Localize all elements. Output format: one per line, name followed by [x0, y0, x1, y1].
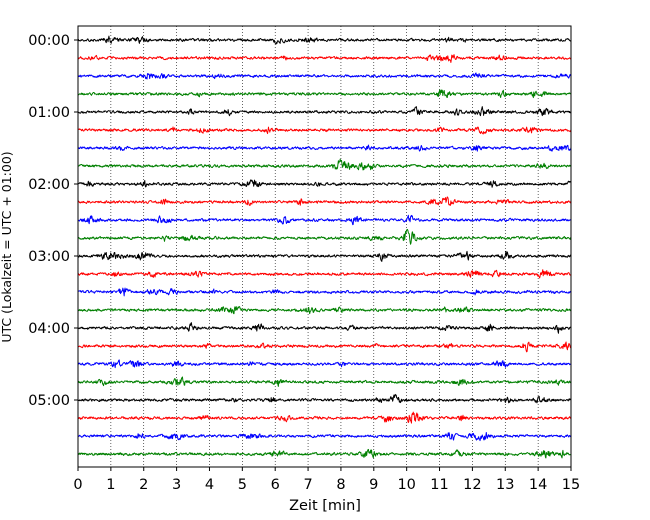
- trace-line: [77, 228, 572, 245]
- y-tick-label: 04:00: [28, 321, 70, 337]
- trace-line: [77, 89, 572, 99]
- x-tick-label: 8: [336, 477, 345, 493]
- trace-line: [77, 144, 572, 152]
- trace-line: [77, 306, 572, 315]
- trace-line: [77, 72, 572, 80]
- trace-line: [77, 393, 572, 404]
- trace-line: [77, 54, 572, 63]
- x-tick-label: 7: [303, 477, 312, 493]
- x-axis: 0 1 2 3 4 5 6 7 8 9 10 11 12 13 14 15: [73, 467, 580, 493]
- trace-line: [77, 35, 572, 45]
- x-tick-label: 9: [369, 477, 378, 493]
- y-tick-label: 05:00: [28, 393, 70, 409]
- trace-line: [77, 411, 572, 424]
- y-tick-label: 02:00: [28, 177, 70, 193]
- x-tick-label: 6: [271, 477, 280, 493]
- x-tick-label: 5: [238, 477, 247, 493]
- trace-line: [77, 431, 572, 442]
- x-tick-label: 12: [463, 477, 481, 493]
- trace-line: [77, 341, 572, 353]
- trace-line: [77, 376, 572, 387]
- x-axis-label: Zeit [min]: [289, 498, 361, 514]
- x-tick-label: 14: [529, 477, 547, 493]
- trace-line: [77, 287, 572, 297]
- trace-line: [77, 359, 572, 369]
- trace-line: [77, 322, 572, 334]
- trace-line: [77, 126, 572, 135]
- x-tick-label: 10: [397, 477, 415, 493]
- y-tick-label: 00:00: [28, 33, 70, 49]
- x-tick-label: 11: [430, 477, 448, 493]
- x-tick-label: 15: [562, 477, 580, 493]
- traces: [77, 35, 572, 459]
- trace-line: [77, 196, 572, 206]
- x-tick-label: 4: [205, 477, 214, 493]
- plot-frame: [77, 25, 572, 468]
- x-tick-label: 13: [496, 477, 514, 493]
- x-tick-label: 3: [172, 477, 181, 493]
- trace-line: [77, 179, 572, 188]
- y-tick-label: 01:00: [28, 105, 70, 121]
- x-tick-label: 1: [106, 477, 115, 493]
- trace-line: [77, 106, 572, 117]
- x-tick-label: 2: [139, 477, 148, 493]
- trace-line: [77, 269, 572, 279]
- x-tick-label: 0: [73, 477, 82, 493]
- trace-line: [77, 448, 572, 459]
- trace-line: [77, 158, 572, 171]
- y-axis-label: UTC (Lokalzeit = UTC + 01:00): [0, 151, 14, 342]
- y-tick-label: 03:00: [28, 249, 70, 265]
- y-axis: 00:00 01:00 02:00 03:00 04:00 05:00: [28, 33, 78, 409]
- trace-line: [77, 250, 572, 262]
- trace-line: [77, 214, 572, 226]
